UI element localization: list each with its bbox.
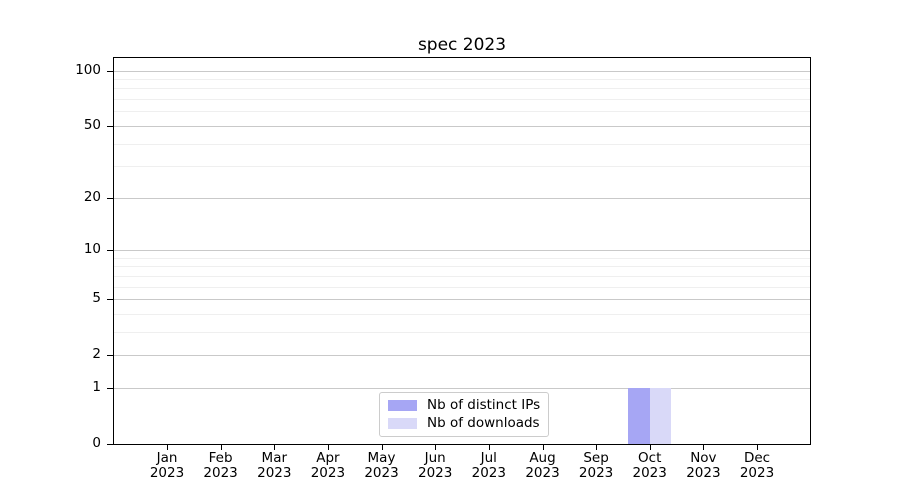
legend-row: Nb of downloads <box>388 416 540 431</box>
major-gridline <box>114 355 810 357</box>
minor-gridline <box>114 111 810 113</box>
y-tick-mark <box>107 125 113 127</box>
x-tick-label: May 2023 <box>364 450 399 481</box>
major-gridline <box>114 299 810 300</box>
minor-gridline <box>114 166 810 168</box>
x-tick-label: Jul 2023 <box>471 450 506 481</box>
y-tick-label: 50 <box>83 116 101 133</box>
y-tick-mark <box>107 250 113 251</box>
x-tick-mark <box>220 445 222 450</box>
y-tick-mark <box>107 70 113 72</box>
minor-gridline <box>114 143 810 145</box>
bar-nb-of-distinct-ips <box>628 387 650 444</box>
x-tick-label: Dec 2023 <box>739 450 775 481</box>
legend-swatch <box>388 418 417 429</box>
major-gridline <box>114 387 810 389</box>
minor-gridline <box>114 99 810 101</box>
minor-gridline <box>114 275 810 277</box>
x-tick-mark <box>167 445 168 450</box>
x-tick-mark <box>757 445 758 450</box>
y-tick-mark <box>107 299 113 300</box>
minor-gridline <box>114 88 810 90</box>
x-tick-label: Aug 2023 <box>525 450 560 481</box>
y-tick-mark <box>107 387 113 389</box>
x-tick-label: Apr 2023 <box>310 450 346 481</box>
y-tick-label: 1 <box>92 378 101 395</box>
x-tick-mark <box>327 445 329 450</box>
x-tick-mark <box>381 445 383 450</box>
legend-label: Nb of distinct IPs <box>427 397 541 413</box>
y-tick-label: 5 <box>92 290 101 306</box>
minor-gridline <box>114 266 810 268</box>
x-tick-label: Jan 2023 <box>149 450 185 481</box>
major-gridline <box>114 197 810 199</box>
legend-row: Nb of distinct IPs <box>388 398 540 413</box>
legend-swatch <box>388 400 417 411</box>
minor-gridline <box>114 286 810 288</box>
minor-gridline <box>114 257 810 259</box>
y-tick-mark <box>107 355 113 357</box>
x-tick-mark <box>274 445 276 450</box>
minor-gridline <box>114 331 810 333</box>
y-tick-mark <box>107 197 113 199</box>
y-tick-label: 2 <box>92 346 101 363</box>
y-tick-label: 100 <box>75 61 101 78</box>
x-tick-mark <box>703 445 705 450</box>
bar-nb-of-downloads <box>649 387 672 444</box>
x-tick-label: Feb 2023 <box>203 450 238 481</box>
x-tick-label: Mar 2023 <box>257 450 292 481</box>
x-tick-mark <box>542 445 544 450</box>
x-tick-mark <box>649 445 651 450</box>
legend-label: Nb of downloads <box>427 415 540 431</box>
x-tick-label: Sep 2023 <box>578 450 614 481</box>
x-tick-label: Jun 2023 <box>418 450 453 481</box>
major-gridline <box>114 70 810 72</box>
minor-gridline <box>114 79 810 80</box>
x-tick-mark <box>596 445 598 450</box>
x-tick-mark <box>488 445 490 450</box>
y-tick-label: 0 <box>92 435 101 451</box>
legend: Nb of distinct IPs Nb of downloads <box>379 392 550 437</box>
plot-area: Nb of distinct IPs Nb of downloads <box>107 57 811 450</box>
minor-gridline <box>114 313 810 315</box>
major-gridline <box>114 250 810 251</box>
chart-title: spec 2023 <box>417 35 507 55</box>
x-tick-mark <box>435 445 437 450</box>
y-tick-mark <box>107 444 113 445</box>
major-gridline <box>114 125 810 127</box>
x-tick-label: Nov 2023 <box>686 450 721 481</box>
x-tick-label: Oct 2023 <box>632 450 667 481</box>
y-tick-label: 20 <box>83 188 101 205</box>
y-tick-label: 10 <box>83 241 101 257</box>
